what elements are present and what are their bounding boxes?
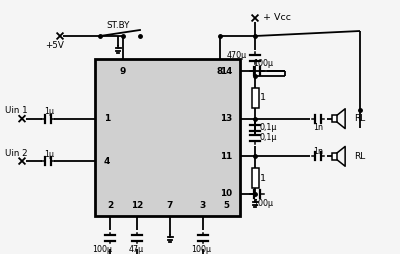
Text: 1: 1 — [104, 114, 110, 123]
Text: 10: 10 — [220, 189, 232, 198]
Text: Uin 1: Uin 1 — [5, 106, 28, 115]
Text: ST.BY: ST.BY — [106, 22, 130, 30]
Text: 1: 1 — [260, 93, 266, 103]
Text: 100μ: 100μ — [253, 59, 273, 69]
Text: 3: 3 — [200, 201, 206, 211]
Text: 4: 4 — [104, 156, 110, 166]
Text: 11: 11 — [220, 152, 232, 161]
Text: 8: 8 — [217, 67, 223, 75]
Text: 470μ: 470μ — [227, 52, 247, 60]
Bar — [95, 59, 240, 216]
Bar — [332, 115, 337, 122]
Text: 1n: 1n — [313, 147, 323, 156]
Text: 1μ: 1μ — [44, 107, 54, 116]
Text: Uin 2: Uin 2 — [5, 149, 28, 157]
Text: 0,1μ: 0,1μ — [259, 123, 276, 133]
Text: 7: 7 — [167, 201, 173, 211]
Text: RL: RL — [354, 152, 365, 161]
Text: 14: 14 — [220, 67, 232, 75]
Text: 1μ: 1μ — [44, 150, 54, 158]
Text: RL: RL — [354, 114, 365, 123]
Text: 0,1μ: 0,1μ — [259, 134, 276, 142]
Bar — [332, 153, 337, 160]
Text: 9: 9 — [120, 67, 126, 75]
Text: 1n: 1n — [313, 123, 323, 132]
Bar — [252, 88, 258, 108]
Text: 5: 5 — [223, 201, 229, 211]
Text: 47μ: 47μ — [129, 246, 144, 254]
Text: 100μ: 100μ — [92, 246, 112, 254]
Text: 100μ: 100μ — [191, 246, 211, 254]
Text: 12: 12 — [131, 201, 143, 211]
Text: 2: 2 — [107, 201, 113, 211]
Text: 1: 1 — [260, 174, 266, 183]
Text: 13: 13 — [220, 114, 232, 123]
Bar — [252, 168, 258, 188]
Text: +5V: +5V — [46, 40, 64, 50]
Text: 100μ: 100μ — [253, 198, 273, 208]
Text: + Vcc: + Vcc — [263, 13, 291, 23]
